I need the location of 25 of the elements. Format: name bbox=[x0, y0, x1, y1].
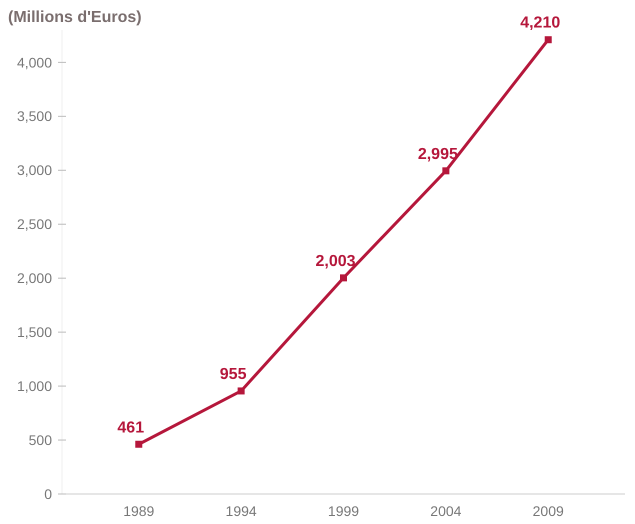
x-tick-label: 1989 bbox=[123, 503, 155, 519]
y-tick-label: 1,000 bbox=[16, 378, 52, 394]
x-tick-label: 2004 bbox=[430, 503, 462, 519]
point bbox=[442, 167, 450, 174]
y-tick-label: 2,000 bbox=[16, 270, 52, 286]
point bbox=[340, 274, 347, 282]
y-tick-label: 1,500 bbox=[16, 324, 52, 340]
y-tick-label: 3,000 bbox=[16, 162, 52, 178]
y-tick-label: 2,500 bbox=[16, 216, 52, 232]
x-tick-label: 1999 bbox=[328, 503, 360, 519]
data-label: 955 bbox=[220, 366, 247, 383]
point bbox=[544, 36, 552, 44]
y-tick-label: 3,500 bbox=[16, 108, 52, 124]
y-tick-label: 4,000 bbox=[16, 54, 52, 70]
data-label: 2,995 bbox=[418, 146, 458, 163]
x-tick-label: 1994 bbox=[226, 503, 257, 519]
chart-title: (Millions d'Euros) bbox=[8, 9, 142, 26]
y-tick-label: 0 bbox=[44, 486, 52, 502]
x-tick-label: 2009 bbox=[532, 503, 564, 519]
point bbox=[238, 387, 245, 394]
data-label: 4,210 bbox=[520, 14, 560, 32]
point bbox=[135, 440, 142, 448]
data-label: 2,003 bbox=[315, 252, 356, 270]
data-label: 461 bbox=[117, 419, 144, 436]
y-tick-label: 500 bbox=[28, 432, 52, 448]
